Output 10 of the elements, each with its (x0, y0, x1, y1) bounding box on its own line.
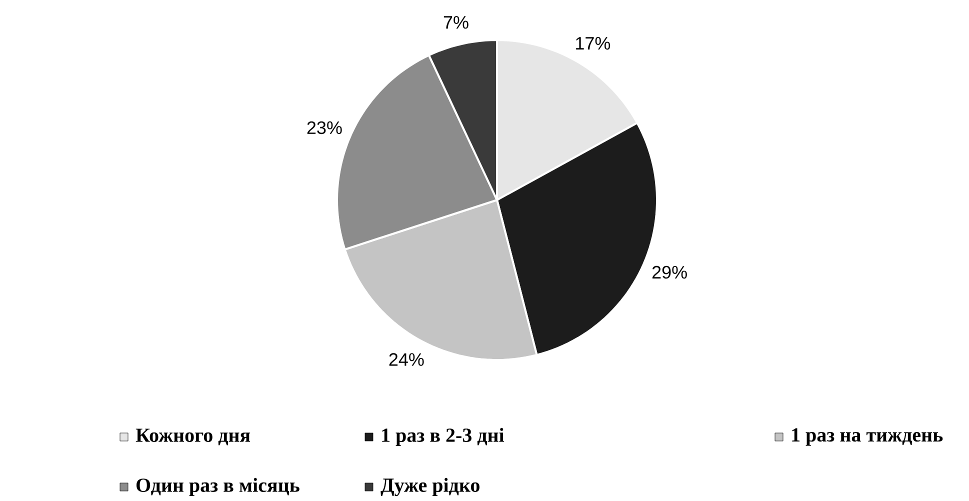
data-label: 29% (652, 266, 687, 279)
legend-label: Кожного дня (136, 428, 250, 446)
data-label: 17% (576, 37, 610, 50)
data-label: 24% (389, 353, 424, 366)
data-label: 23% (307, 121, 342, 134)
legend-label: 1 раз в 2-3 дні (382, 428, 504, 446)
legend-label: Один раз в місяць (136, 478, 300, 496)
legend-label: 1 раз на тиждень (792, 428, 943, 446)
legend-label: Дуже рідко (380, 478, 480, 496)
data-label: 7% (444, 16, 468, 29)
